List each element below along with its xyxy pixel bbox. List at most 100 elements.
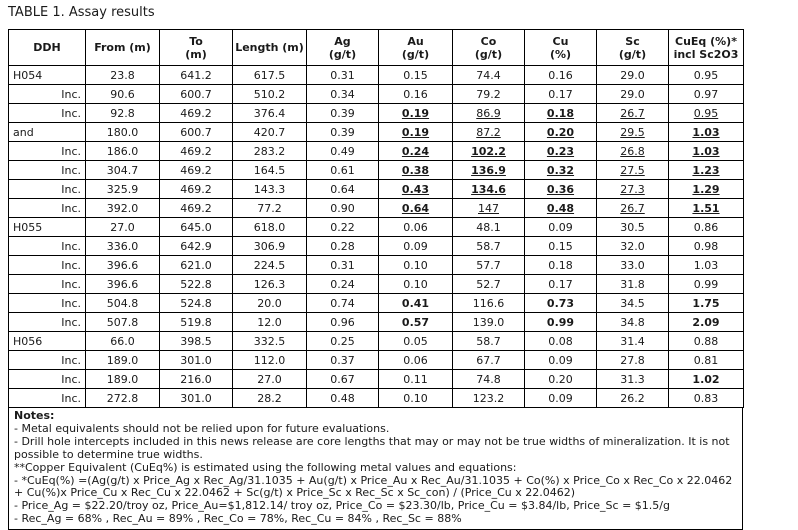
assay-results-table: DDH From (m) To (m) Length (m) Ag (g/t) Au (g… [8,29,744,408]
value-cell: 0.97 [668,84,744,104]
table-row: Inc. 272.8 301.0 28.2 0.48 0.10 123.2 0.09 26.2 0… [8,388,744,408]
value-cell: 0.39 [306,103,379,123]
value-cell: 0.64 [306,179,379,199]
header-row: DDH From (m) To (m) Length (m) Ag (g/t) Au (g… [8,29,744,66]
value-cell: 23.8 [85,65,160,85]
value-cell: 0.09 [524,350,597,370]
note-line: - Drill hole intercepts included in this… [14,434,730,461]
value-cell: 0.24 [306,274,379,294]
value-cell: 28.2 [232,388,307,408]
value-cell: 0.37 [306,350,379,370]
value-cell: 136.9 [452,160,525,180]
value-cell: 469.2 [159,141,233,161]
ddh-cell: Inc. [8,312,86,332]
value-cell: 0.73 [524,293,597,313]
value-cell: 134.6 [452,179,525,199]
value-cell: 376.4 [232,103,307,123]
value-cell: 66.0 [85,331,160,351]
value-cell: 0.18 [524,255,597,275]
value-cell: 31.4 [596,331,669,351]
value-cell: 27.3 [596,179,669,199]
value-cell: 33.0 [596,255,669,275]
ddh-cell: H054 [8,65,86,85]
value-cell: 0.32 [524,160,597,180]
value-cell: 90.6 [85,84,160,104]
value-cell: 26.2 [596,388,669,408]
value-cell: 112.0 [232,350,307,370]
column-header-ddh: DDH [8,29,86,66]
value-cell: 0.34 [306,84,379,104]
value-cell: 0.48 [524,198,597,218]
value-cell: 58.7 [452,331,525,351]
value-cell: 0.06 [378,350,453,370]
table-header: DDH From (m) To (m) Length (m) Ag (g/t) Au (g… [8,29,744,66]
value-cell: 0.20 [524,122,597,142]
value-cell: 147 [452,198,525,218]
value-cell: 0.18 [524,103,597,123]
value-cell: 20.0 [232,293,307,313]
value-cell: 519.8 [159,312,233,332]
value-cell: 0.05 [378,331,453,351]
ddh-cell: H055 [8,217,86,237]
value-cell: 0.16 [524,65,597,85]
table-row: Inc. 336.0 642.9 306.9 0.28 0.09 58.7 0.15 32.0 0… [8,236,744,256]
value-cell: 396.6 [85,255,160,275]
value-cell: 12.0 [232,312,307,332]
value-cell: 524.8 [159,293,233,313]
value-cell: 600.7 [159,122,233,142]
column-header-cu: Cu (%) [524,29,597,66]
column-header-sc: Sc (g/t) [596,29,669,66]
value-cell: 1.51 [668,198,744,218]
value-cell: 32.0 [596,236,669,256]
value-cell: 27.8 [596,350,669,370]
notes-lines: - Metal equivalents should not be relied… [14,422,737,526]
value-cell: 74.4 [452,65,525,85]
table-row: Inc. 392.0 469.2 77.2 0.90 0.64 147 0.48 26.7 1.5… [8,198,744,218]
table-body: H054 23.8 641.2 617.5 0.31 0.15 74.4 0.16 29.0 0.… [8,65,744,408]
value-cell: 0.10 [378,274,453,294]
value-cell: 126.3 [232,274,307,294]
value-cell: 0.49 [306,141,379,161]
value-cell: 58.7 [452,236,525,256]
page-title: TABLE 1. Assay results [8,5,155,20]
table-row: Inc. 396.6 522.8 126.3 0.24 0.10 52.7 0.17 31.8 0… [8,274,744,294]
value-cell: 0.99 [668,274,744,294]
value-cell: 143.3 [232,179,307,199]
value-cell: 0.15 [378,65,453,85]
note-line: **Copper Equivalent (CuEq%) is estimated… [14,460,517,474]
value-cell: 469.2 [159,103,233,123]
value-cell: 0.31 [306,65,379,85]
value-cell: 189.0 [85,369,160,389]
value-cell: 34.5 [596,293,669,313]
value-cell: 0.38 [378,160,453,180]
value-cell: 0.36 [524,179,597,199]
value-cell: 510.2 [232,84,307,104]
table-row: Inc. 507.8 519.8 12.0 0.96 0.57 139.0 0.99 34.8 2… [8,312,744,332]
value-cell: 52.7 [452,274,525,294]
value-cell: 2.09 [668,312,744,332]
value-cell: 0.24 [378,141,453,161]
value-cell: 1.03 [668,122,744,142]
value-cell: 332.5 [232,331,307,351]
ddh-cell: Inc. [8,236,86,256]
value-cell: 0.09 [378,236,453,256]
value-cell: 0.74 [306,293,379,313]
value-cell: 87.2 [452,122,525,142]
value-cell: 224.5 [232,255,307,275]
value-cell: 0.83 [668,388,744,408]
value-cell: 186.0 [85,141,160,161]
value-cell: 0.06 [378,217,453,237]
value-cell: 469.2 [159,160,233,180]
value-cell: 0.23 [524,141,597,161]
value-cell: 48.1 [452,217,525,237]
value-cell: 0.48 [306,388,379,408]
value-cell: 29.5 [596,122,669,142]
value-cell: 396.6 [85,274,160,294]
value-cell: 74.8 [452,369,525,389]
column-header-to: To (m) [159,29,233,66]
value-cell: 504.8 [85,293,160,313]
value-cell: 617.5 [232,65,307,85]
ddh-cell: and [8,122,86,142]
value-cell: 507.8 [85,312,160,332]
value-cell: 0.61 [306,160,379,180]
